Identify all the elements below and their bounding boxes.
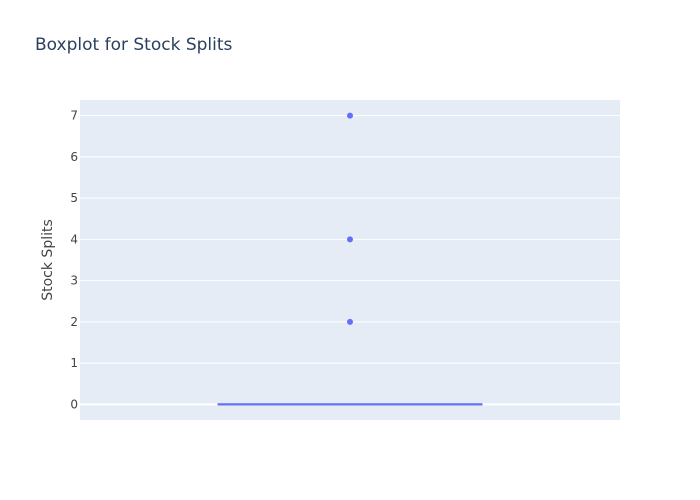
y-tick-label-7: 7 [70,109,78,123]
y-tick-label-1: 1 [70,356,78,370]
y-axis-title: Stock Splits [40,219,56,301]
chart-title: Boxplot for Stock Splits [35,35,233,55]
box-series [217,112,483,406]
y-tick-label-0: 0 [70,397,78,411]
outlier-point-2 [347,318,353,325]
y-tick-label-4: 4 [70,232,78,246]
y-tick-label-3: 3 [70,274,78,288]
y-tick-label-5: 5 [70,191,78,205]
outlier-point-4 [347,236,353,243]
y-tick-label-2: 2 [70,315,78,329]
plot-area [80,100,620,420]
y-tick-label-6: 6 [70,150,78,164]
outlier-point-7 [347,112,353,119]
y-axis-ticks: 0 1 2 3 4 5 6 7 [70,109,78,412]
